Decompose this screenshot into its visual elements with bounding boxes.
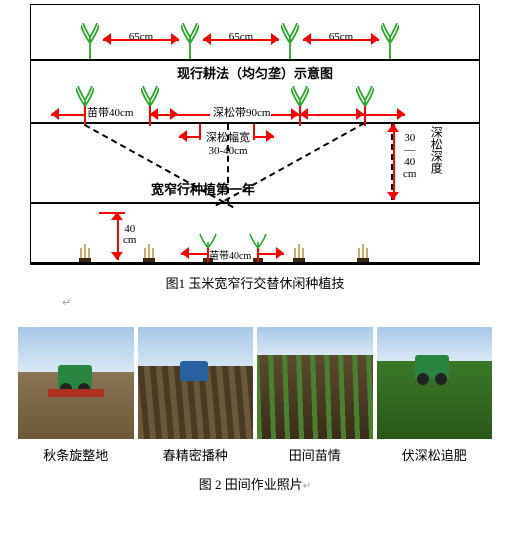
height-label: 40 cm [123, 224, 136, 246]
row-uniform: 65cm 65cm 65cm [31, 5, 479, 61]
photo-label-4: 伏深松追肥 [377, 445, 493, 464]
spacing-label-1: 65cm [103, 31, 179, 43]
depth-title: 深松深度 [429, 126, 442, 174]
spacing-arrow-1: 65cm [103, 33, 179, 45]
photo-row [18, 327, 492, 439]
spacing-arrow-2: 65cm [203, 33, 279, 45]
spacing-label-3: 65cm [303, 31, 379, 43]
deepbelt-label: 深松带90cm [213, 104, 270, 120]
diagram: 65cm 65cm 65cm 现行耕法（均匀垄）示意图 苗带40cm 深松带90… [30, 4, 480, 265]
photo-label-3: 田间苗情 [257, 445, 373, 464]
figure-2: 秋条旋整地 春精密播种 田间苗情 伏深松追肥 图 2 田间作业照片↵ [0, 309, 510, 493]
photo-1 [18, 327, 134, 439]
photo-label-2: 春精密播种 [138, 445, 254, 464]
spacing-label-2: 65cm [203, 31, 279, 43]
fig2-caption: 图 2 田间作业照片↵ [18, 474, 492, 493]
row-stubble: 40 cm 苗带40cm [31, 204, 479, 264]
photo-3 [257, 327, 373, 439]
figure-1: 65cm 65cm 65cm 现行耕法（均匀垄）示意图 苗带40cm 深松带90… [0, 0, 510, 292]
photo-label-1: 秋条旋整地 [18, 445, 134, 464]
fig1-caption: 图1 玉米宽窄行交替休闲种植技 [30, 273, 480, 292]
photo-4 [377, 327, 493, 439]
seedbelt-label: 苗带40cm [87, 104, 133, 120]
depth-range: 30 — 40 cm [403, 132, 416, 180]
seedbelt-label-3: 苗带40cm [209, 247, 251, 262]
spacing-arrow-3: 65cm [303, 33, 379, 45]
pilcrow-mark: ↵ [62, 296, 510, 309]
photo-labels: 秋条旋整地 春精密播种 田间苗情 伏深松追肥 [18, 445, 492, 464]
year-label: 宽窄行种植第一年 [151, 179, 255, 198]
row-wide-narrow: 苗带40cm 深松带90cm 深松幅宽 30-40cm 30 — 40 cm 深… [31, 84, 479, 204]
row1-caption: 现行耕法（均匀垄）示意图 [31, 61, 479, 84]
photo-2 [138, 327, 254, 439]
